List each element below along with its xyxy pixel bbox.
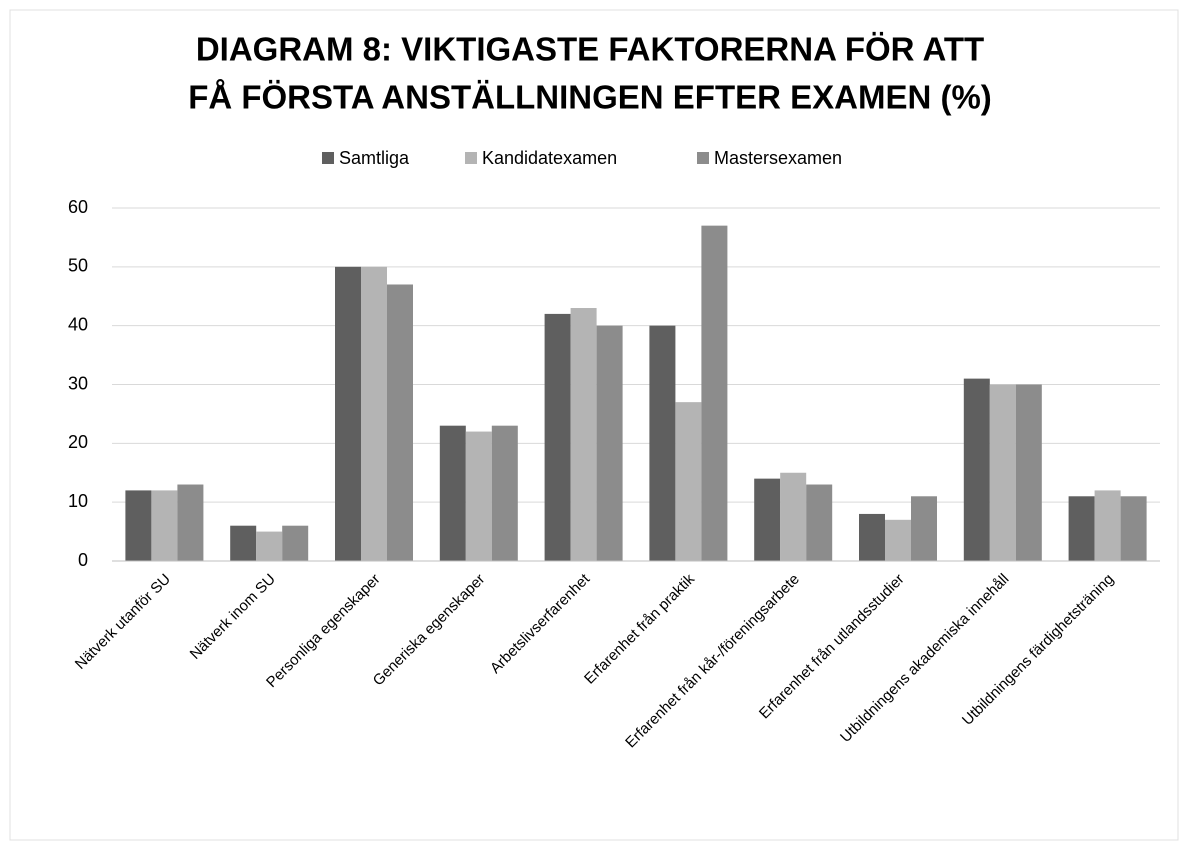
- chart-border: [9, 9, 1179, 841]
- chart-title: DIAGRAM 8: VIKTIGASTE FAKTORERNA FÖR ATT: [196, 31, 984, 68]
- x-tick-label: Utbildningens akademiska innehåll: [837, 571, 1012, 746]
- bar: [989, 384, 1016, 561]
- legend-swatch: [465, 152, 477, 164]
- bar: [806, 484, 833, 561]
- y-tick-label: 50: [68, 256, 88, 276]
- bar: [256, 531, 283, 561]
- bar: [282, 525, 309, 561]
- x-tick-label: Arbetslivserfarenhet: [487, 570, 594, 677]
- y-tick-label: 20: [68, 432, 88, 452]
- bar: [963, 378, 990, 561]
- bar: [885, 519, 911, 561]
- legend-label: Samtliga: [339, 148, 410, 168]
- bar: [125, 490, 152, 561]
- bar: [570, 308, 597, 561]
- y-tick-label: 0: [78, 550, 88, 570]
- bar: [1068, 496, 1095, 561]
- bar: [1094, 490, 1121, 561]
- bar: [439, 425, 466, 561]
- bar: [491, 425, 518, 561]
- bar: [335, 266, 361, 561]
- x-tick-label: Erfarenhet från kår-/föreningsarbete: [622, 571, 803, 752]
- chart-title: FÅ FÖRSTA ANSTÄLLNINGEN EFTER EXAMEN (%): [188, 79, 992, 116]
- bar: [1015, 384, 1042, 561]
- bar: [596, 325, 623, 561]
- bar: [649, 325, 676, 561]
- bar: [151, 490, 178, 561]
- x-tick-label: Nätverk inom SU: [187, 571, 279, 663]
- legend-label: Kandidatexamen: [482, 148, 617, 168]
- y-tick-label: 30: [68, 373, 88, 393]
- bar: [544, 313, 571, 561]
- bar: [361, 266, 387, 561]
- bar: [911, 496, 937, 561]
- bar: [754, 478, 781, 561]
- bar: [177, 484, 204, 561]
- bar: [780, 472, 807, 561]
- y-tick-label: 60: [68, 197, 88, 217]
- x-tick-label: Nätverk utanför SU: [72, 571, 174, 673]
- y-tick-label: 10: [68, 491, 88, 511]
- y-tick-label: 40: [68, 314, 88, 334]
- bar: [701, 225, 728, 561]
- bar: [387, 284, 413, 561]
- bar: [230, 525, 257, 561]
- legend-label: Mastersexamen: [714, 148, 842, 168]
- x-tick-label: Erfarenhet från praktik: [581, 570, 698, 687]
- legend-swatch: [322, 152, 334, 164]
- x-tick-label: Generiska egenskaper: [370, 571, 489, 690]
- bar: [675, 402, 702, 561]
- x-tick-label: Personliga egenskaper: [263, 571, 384, 692]
- legend-swatch: [697, 152, 709, 164]
- bar: [465, 431, 492, 561]
- bar: [859, 513, 885, 561]
- bar: [1120, 496, 1147, 561]
